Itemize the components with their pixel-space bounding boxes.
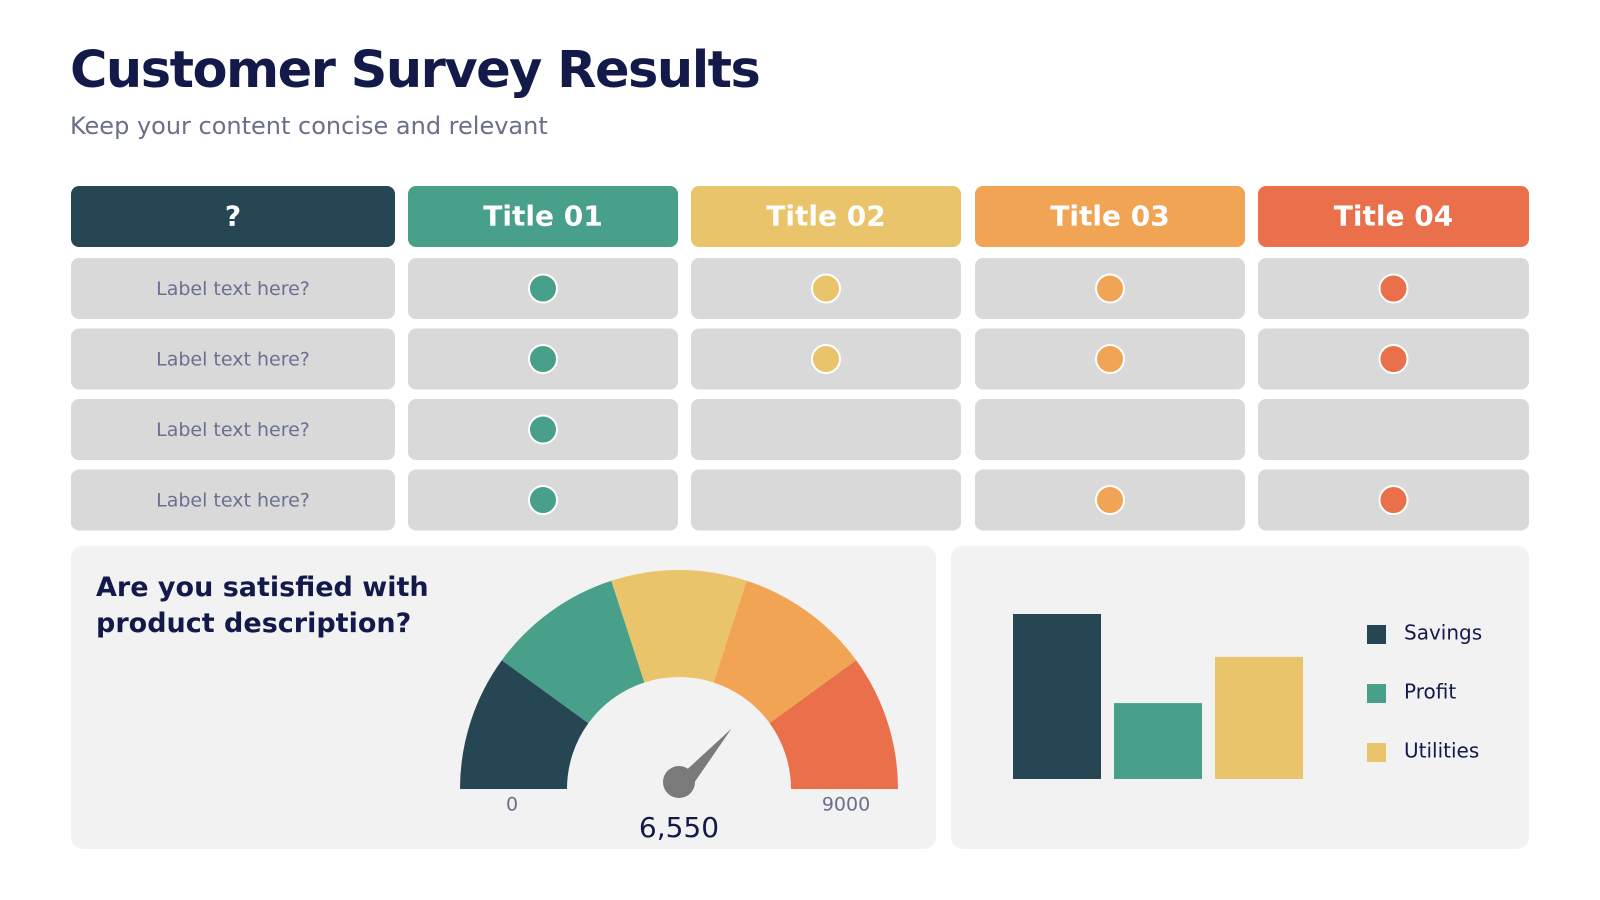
legend-swatch	[1367, 743, 1386, 762]
table-cell	[71, 258, 395, 319]
corner-header-text: ?	[225, 200, 241, 233]
check-dot	[811, 344, 841, 374]
row-label: Label text here?	[156, 419, 310, 441]
gauge-tick-label: 0	[506, 794, 518, 816]
table-cell	[975, 399, 1245, 460]
table-cell	[71, 328, 395, 390]
gauge-segment	[460, 660, 589, 789]
gauge-segment	[769, 660, 898, 789]
check-dot	[811, 273, 841, 304]
bar	[1114, 703, 1202, 779]
legend-swatch	[1367, 625, 1386, 644]
gauge-tick-label: 9000	[822, 794, 870, 816]
check-dot	[528, 485, 558, 515]
gauge-segment	[501, 580, 645, 724]
table-cell	[71, 469, 395, 531]
table-cell	[1258, 399, 1529, 460]
column-title: Title 01	[483, 200, 602, 233]
gauge-question: Are you satisfied with product descripti…	[96, 572, 429, 639]
column-header	[691, 186, 961, 247]
column-header	[408, 186, 678, 247]
check-dot	[1378, 485, 1409, 515]
legend-label: Profit	[1404, 680, 1456, 704]
table-cell	[691, 399, 961, 460]
check-dot	[528, 414, 558, 445]
gauge-hub	[663, 766, 695, 798]
legend-label: Savings	[1404, 621, 1482, 645]
bar	[1215, 656, 1303, 779]
gauge-value: 6,550	[639, 811, 719, 844]
check-dot	[528, 273, 558, 304]
title: Customer Survey Results	[70, 41, 759, 100]
check-dot	[1378, 344, 1409, 374]
gauge-segment	[611, 569, 747, 683]
subtitle: Keep your content concise and relevant	[70, 112, 548, 140]
gauge-segment	[713, 580, 857, 724]
row-label: Label text here?	[156, 490, 310, 512]
row-label: Label text here?	[156, 349, 310, 371]
column-title: Title 04	[1334, 200, 1453, 233]
legend-label: Utilities	[1404, 739, 1479, 763]
legend-swatch	[1367, 684, 1386, 703]
row-label: Label text here?	[156, 278, 310, 300]
column-title: Title 02	[766, 200, 885, 233]
corner-header	[71, 186, 395, 247]
column-header	[975, 186, 1245, 247]
check-dot	[1095, 273, 1125, 304]
table-cell	[71, 399, 395, 460]
check-dot	[1378, 273, 1409, 304]
bar	[1013, 614, 1101, 779]
table-cell	[691, 469, 961, 531]
column-header	[1258, 186, 1529, 247]
check-dot	[1095, 344, 1125, 374]
check-dot	[528, 344, 558, 374]
column-title: Title 03	[1050, 200, 1169, 233]
question-box: Are you satisfied with product descripti…	[96, 572, 429, 639]
check-dot	[1095, 485, 1125, 515]
